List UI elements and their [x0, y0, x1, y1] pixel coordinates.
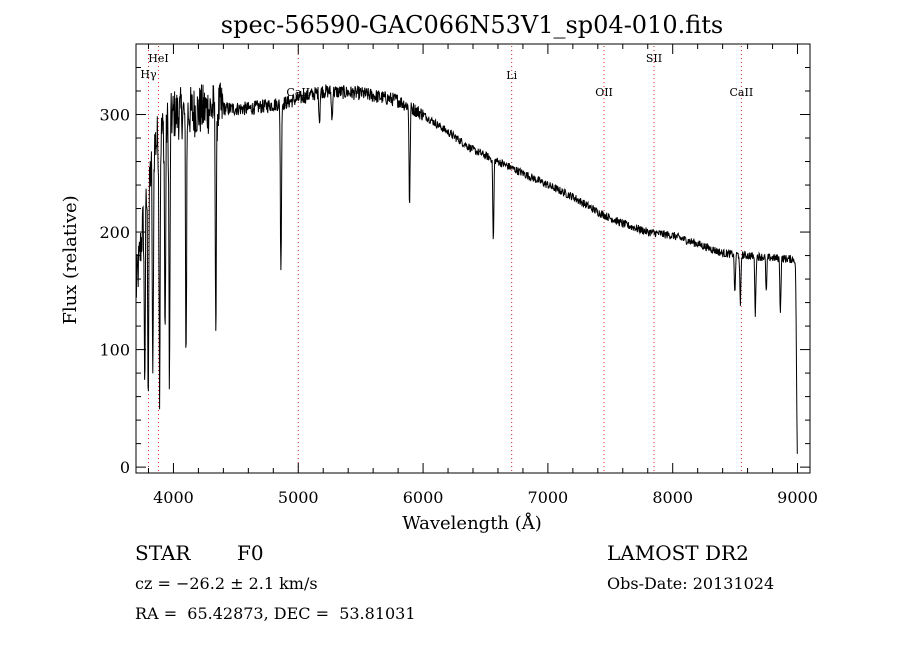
line-marker-label: OII [595, 86, 613, 99]
chart-title: spec-56590-GAC066N53V1_sp04-010.fits [221, 11, 723, 39]
line-marker-label: HeI [148, 52, 168, 65]
y-axis: 0 100 200 300 [99, 67, 810, 477]
spectrum-line [135, 82, 798, 454]
y-tick-label: 200 [99, 223, 130, 242]
y-tick-label: 0 [120, 458, 130, 477]
x-tick-label: 7000 [528, 488, 569, 507]
x-tick-label: 4000 [153, 488, 194, 507]
line-marker-label: Li [506, 69, 517, 82]
x-tick-label: 6000 [403, 488, 444, 507]
x-axis: 4000 5000 6000 7000 8000 9000 [147, 44, 818, 507]
y-tick-label: 300 [99, 106, 130, 125]
object-class: STAR [135, 541, 191, 565]
x-axis-label: Wavelength (Å) [402, 512, 542, 534]
line-marker-label: SII [646, 52, 662, 65]
line-marker-label: CaII [730, 86, 754, 99]
x-tick-label: 5000 [278, 488, 319, 507]
coordinates-text: RA = 65.42873, DEC = 53.81031 [135, 604, 416, 623]
y-tick-label: 100 [99, 341, 130, 360]
redshift-text: cz = −26.2 ± 2.1 km/s [135, 574, 318, 593]
x-tick-label: 9000 [777, 488, 818, 507]
survey-name: LAMOST DR2 [607, 541, 749, 565]
line-marker-label: Hγ [140, 68, 157, 81]
spectral-subclass: F0 [237, 541, 264, 565]
x-tick-label: 8000 [652, 488, 693, 507]
obs-date: Obs-Date: 20131024 [607, 574, 775, 593]
y-axis-label: Flux (relative) [60, 195, 81, 324]
